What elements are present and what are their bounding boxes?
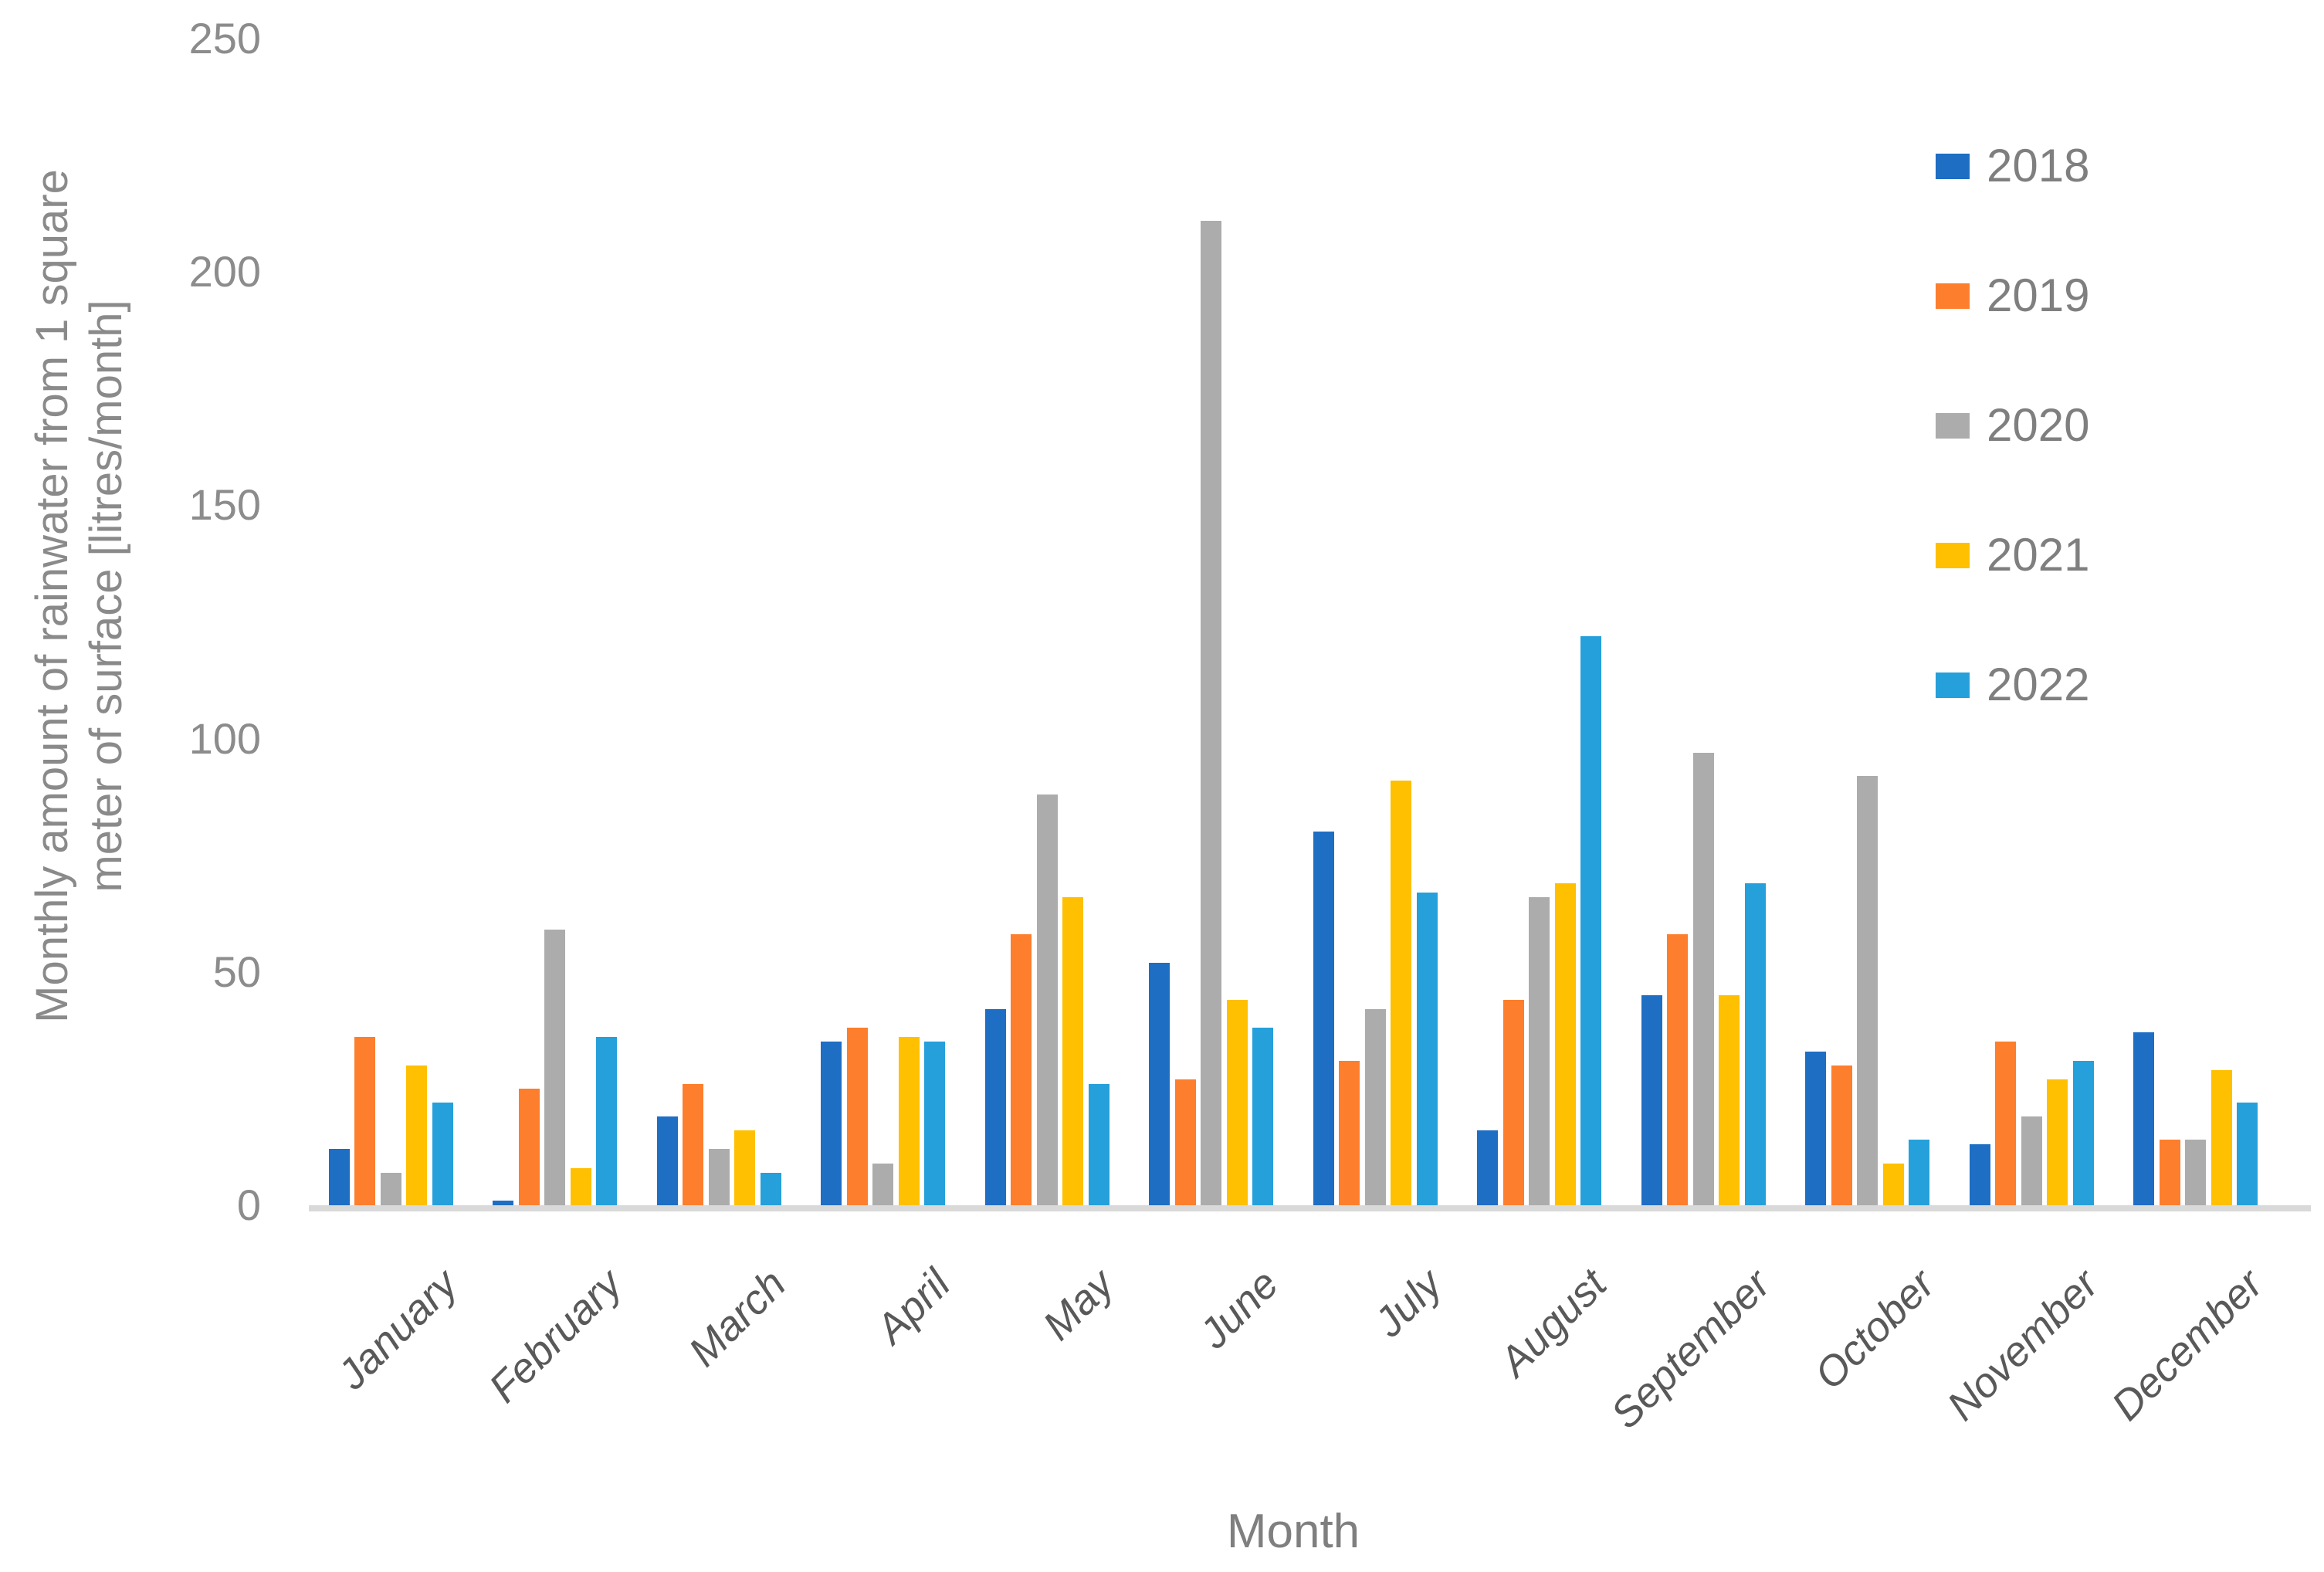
bar-2022-february (596, 1037, 618, 1205)
bar-2022-april (924, 1042, 946, 1205)
bar-2021-october (1882, 1163, 1904, 1205)
legend-label: 2020 (1987, 399, 2090, 451)
bar-2021-may (1062, 897, 1084, 1205)
bar-2020-august (1529, 897, 1550, 1205)
legend-label: 2019 (1987, 269, 2090, 321)
bar-2021-september (1719, 995, 1740, 1205)
legend-label: 2018 (1987, 140, 2090, 191)
bar-2022-august (1580, 635, 1602, 1205)
legend-item-2021: 2021 (1936, 527, 2089, 583)
bar-2019-january (354, 1037, 376, 1205)
y-tick-label: 100 (188, 713, 261, 763)
y-tick-label: 150 (188, 480, 261, 530)
bar-2022-october (1909, 1140, 1930, 1205)
bar-2021-january (406, 1065, 428, 1205)
legend-label: 2022 (1987, 659, 2090, 710)
bar-2022-september (1744, 883, 1766, 1205)
bar-2019-march (683, 1083, 704, 1205)
bar-2020-february (544, 930, 566, 1205)
bar-2019-february (518, 1088, 540, 1205)
bar-2022-march (760, 1172, 781, 1205)
bar-2021-december (2211, 1069, 2232, 1205)
bar-2018-july (1313, 832, 1334, 1205)
y-tick-label: 50 (212, 947, 261, 996)
bar-2022-december (2237, 1103, 2258, 1205)
bar-2019-december (2159, 1140, 2180, 1205)
bar-2020-july (1364, 1009, 1386, 1205)
bar-2019-october (1831, 1065, 1852, 1205)
bar-2020-june (1201, 220, 1222, 1205)
x-axis-line (309, 1205, 2311, 1211)
bar-2020-november (2021, 1116, 2042, 1205)
bar-2018-january (328, 1149, 350, 1205)
bar-2021-november (2047, 1079, 2068, 1205)
bar-2018-september (1641, 995, 1662, 1205)
y-tick-label: 200 (188, 247, 261, 296)
bar-2020-october (1857, 775, 1879, 1205)
bar-2018-march (656, 1116, 678, 1205)
bar-2018-august (1477, 1130, 1499, 1205)
legend-item-2020: 2020 (1936, 398, 2089, 453)
bar-2021-august (1554, 883, 1576, 1205)
bar-2021-march (734, 1130, 756, 1205)
bar-2022-january (432, 1103, 453, 1205)
bar-2019-july (1339, 1060, 1360, 1205)
y-tick-label: 0 (236, 1181, 261, 1229)
bar-2020-may (1036, 794, 1058, 1205)
bar-2022-june (1252, 1028, 1274, 1205)
legend-swatch-2021 (1936, 542, 1970, 568)
bar-2019-april (846, 1028, 868, 1205)
legend-swatch-2019 (1936, 283, 1970, 309)
bar-2019-may (1011, 934, 1032, 1205)
bar-2019-june (1174, 1079, 1196, 1205)
bar-2018-june (1149, 962, 1170, 1205)
legend-item-2018: 2018 (1936, 138, 2089, 194)
legend-item-2019: 2019 (1936, 268, 2089, 324)
bar-2020-december (2185, 1140, 2207, 1205)
bar-2022-may (1088, 1083, 1109, 1205)
bar-2019-november (1995, 1042, 2017, 1205)
bar-2020-september (1692, 752, 1714, 1205)
legend-swatch-2018 (1936, 153, 1970, 179)
bar-2021-june (1226, 1000, 1248, 1205)
bar-2018-october (1805, 1051, 1827, 1205)
bar-2021-april (898, 1037, 920, 1205)
bar-2018-february (493, 1200, 514, 1205)
bar-2020-march (708, 1149, 730, 1205)
bar-2019-august (1502, 1000, 1524, 1205)
legend-swatch-2020 (1936, 412, 1970, 439)
bar-2018-april (821, 1042, 842, 1205)
y-tick-label: 250 (188, 14, 261, 63)
x-axis-title: Month (1226, 1505, 1360, 1558)
bar-2018-november (1969, 1144, 1990, 1205)
bar-2020-april (872, 1163, 894, 1205)
legend-swatch-2022 (1936, 672, 1970, 698)
bar-2022-november (2072, 1060, 2094, 1205)
bar-2018-may (984, 1009, 1006, 1205)
bar-2020-january (380, 1172, 401, 1205)
legend-item-2022: 2022 (1936, 657, 2089, 713)
legend-label: 2021 (1987, 529, 2090, 581)
bar-2021-july (1391, 780, 1412, 1205)
bar-2018-december (2133, 1032, 2155, 1205)
bar-2022-july (1416, 893, 1438, 1205)
bar-2021-february (570, 1167, 591, 1205)
bar-2019-september (1667, 934, 1689, 1205)
